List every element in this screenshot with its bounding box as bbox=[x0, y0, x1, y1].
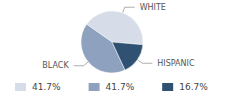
svg-text:41.7%: 41.7% bbox=[106, 82, 135, 92]
svg-text:41.7%: 41.7% bbox=[32, 82, 61, 92]
svg-text:BLACK: BLACK bbox=[42, 61, 69, 70]
svg-text:WHITE: WHITE bbox=[140, 3, 166, 12]
svg-text:16.7%: 16.7% bbox=[179, 82, 208, 92]
svg-text:HISPANIC: HISPANIC bbox=[157, 59, 195, 68]
